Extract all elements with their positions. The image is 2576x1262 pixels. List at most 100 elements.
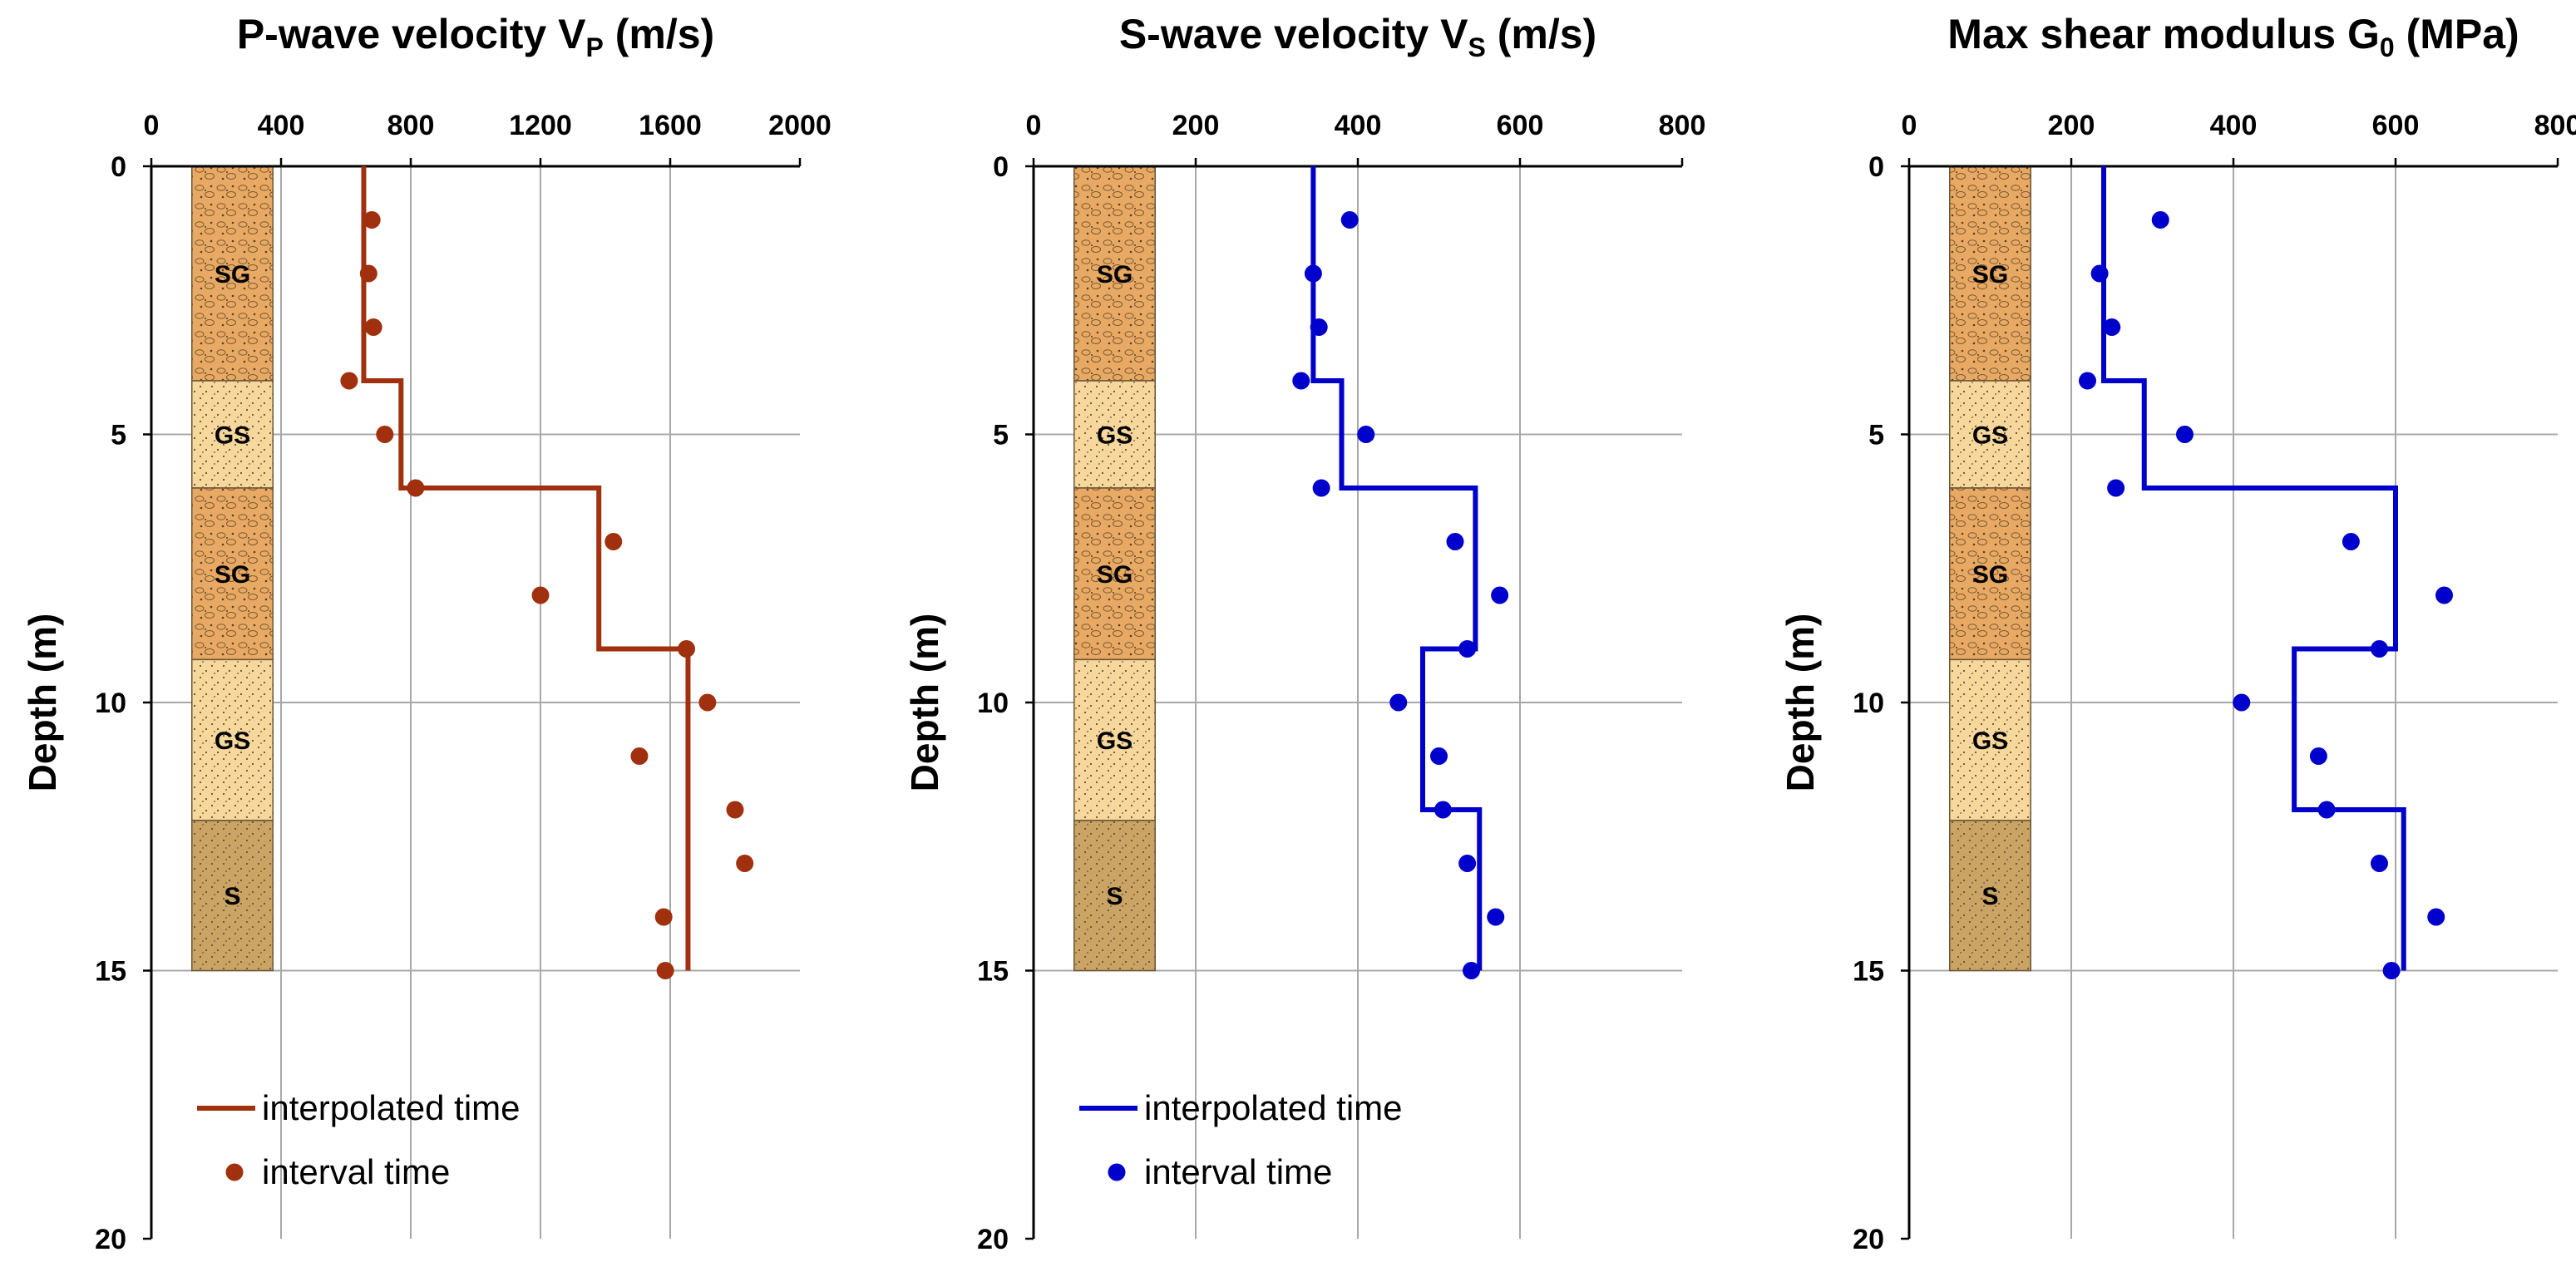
- soil-layer-sg: SG: [1073, 165, 1156, 382]
- soil-layer-gs: GS: [1073, 380, 1156, 489]
- x-tick-label: 600: [1497, 110, 1544, 141]
- data-point: [1357, 426, 1375, 443]
- soil-layer-texture: [1949, 381, 2031, 488]
- data-point: [2342, 533, 2360, 550]
- soil-layer-texture: [1073, 488, 1156, 660]
- soil-layer-texture: [1073, 659, 1156, 821]
- chart-title-main: Max shear modulus G: [1947, 11, 2380, 57]
- data-point: [1487, 908, 1505, 926]
- series-interval-time: [2079, 211, 2453, 979]
- data-point: [364, 318, 382, 336]
- data-point: [654, 908, 673, 926]
- data-point: [1304, 264, 1322, 283]
- x-tick-label: 800: [2534, 110, 2576, 141]
- legend: interpolated time interval time: [1079, 1088, 1403, 1191]
- legend-label-line: interpolated time: [262, 1088, 521, 1127]
- soil-layer-sg: SG: [191, 165, 274, 382]
- soil-layer-texture: [191, 659, 274, 821]
- chart-title-subscript: S: [1468, 32, 1485, 62]
- data-point: [1458, 640, 1477, 658]
- soil-layer-texture: [191, 166, 274, 381]
- soil-layer-label: SG: [1097, 561, 1133, 589]
- data-point: [2079, 372, 2096, 390]
- data-point: [2317, 801, 2336, 819]
- y-tick-label: 10: [977, 688, 1009, 719]
- y-tick-label: 5: [111, 420, 126, 451]
- data-point: [1446, 533, 1464, 550]
- x-tick-label: 200: [2048, 110, 2095, 141]
- soil-layer-s: S: [1949, 820, 2031, 972]
- data-point: [2090, 264, 2109, 283]
- data-point: [2371, 640, 2388, 658]
- soil-layer-gs: GS: [191, 380, 274, 489]
- series-interval-time: [340, 211, 754, 979]
- series-interpolated-time: [361, 166, 691, 971]
- data-point: [630, 747, 649, 765]
- soil-layer-label: GS: [1972, 422, 2008, 450]
- soil-layer-texture: [1073, 381, 1156, 488]
- data-point: [359, 264, 378, 283]
- soil-layer-texture: [191, 381, 274, 488]
- chart-title-unit: (m/s): [1486, 11, 1596, 57]
- soil-layer-label: SG: [215, 561, 250, 589]
- chart-title-main: P-wave velocity V: [237, 11, 586, 57]
- soil-layer-gs: GS: [191, 658, 274, 821]
- data-point: [531, 586, 550, 604]
- y-tick-label: 20: [977, 1224, 1009, 1255]
- soil-layer-label: SG: [215, 261, 250, 288]
- soil-layer-label: S: [1981, 883, 1998, 910]
- legend-point-swatch: [1108, 1163, 1126, 1181]
- data-point: [1312, 479, 1330, 497]
- x-tick-label: 1600: [639, 110, 702, 141]
- data-point: [2176, 426, 2194, 443]
- soil-layer-gs: GS: [1949, 658, 2031, 821]
- y-tick-label: 0: [1868, 151, 1884, 183]
- series-interpolated-time: [2101, 166, 2406, 971]
- x-tick-label: 400: [1335, 110, 1382, 141]
- soil-layer-label: GS: [215, 422, 250, 450]
- data-point: [2435, 586, 2453, 604]
- y-axis-label: Depth (m): [1779, 614, 1822, 792]
- data-point: [1491, 586, 1509, 604]
- legend-label-points: interval time: [262, 1152, 450, 1191]
- data-point: [1310, 318, 1328, 336]
- data-point: [605, 533, 623, 550]
- data-point: [1292, 372, 1310, 390]
- y-tick-label: 15: [1853, 956, 1884, 988]
- y-tick-label: 15: [977, 956, 1009, 988]
- x-tick-label: 2000: [768, 110, 832, 141]
- legend-point-swatch: [225, 1163, 244, 1181]
- chart-panel-3: SG GS SG GS S 0 200 400 600 800 0 5 10 15 20 Depth (m) M…: [1779, 11, 2576, 1255]
- y-tick-label: 10: [1853, 688, 1884, 719]
- chart-panel-1: SG GS SG GS S 0 400 800 1200 1600 2000 0 5 10 15 20 Dept…: [21, 11, 832, 1255]
- chart-title-main: S-wave velocity V: [1119, 11, 1468, 57]
- x-tick-label: 0: [144, 110, 160, 141]
- data-point: [2371, 855, 2388, 872]
- soil-layer-texture: [1949, 659, 2031, 821]
- data-point: [1389, 693, 1408, 712]
- soil-layer-border: [1073, 820, 1156, 972]
- soil-layer-sg: SG: [1073, 487, 1156, 661]
- data-point: [363, 211, 381, 229]
- data-point: [656, 962, 674, 979]
- legend-label-line: interpolated time: [1144, 1088, 1403, 1127]
- data-point: [2427, 908, 2445, 926]
- chart-title: S-wave velocity VS (m/s): [1119, 11, 1596, 62]
- legend: interpolated time interval time: [197, 1088, 521, 1191]
- data-point: [726, 801, 744, 819]
- soil-layer-label: GS: [1972, 727, 2008, 755]
- y-tick-label: 0: [993, 151, 1009, 183]
- soil-layer-sg: SG: [1949, 487, 2031, 661]
- data-point: [698, 693, 717, 712]
- chart-title-unit: (m/s): [604, 11, 714, 57]
- x-tick-label: 0: [1026, 110, 1042, 141]
- data-point: [2103, 318, 2121, 336]
- y-tick-label: 5: [1868, 420, 1884, 451]
- soil-layer-texture: [1073, 166, 1156, 381]
- soil-layer-label: GS: [1097, 422, 1133, 450]
- data-point: [2309, 747, 2327, 765]
- y-axis-label: Depth (m): [21, 614, 64, 792]
- soil-layer-border: [1949, 820, 2031, 972]
- data-point: [2107, 479, 2125, 497]
